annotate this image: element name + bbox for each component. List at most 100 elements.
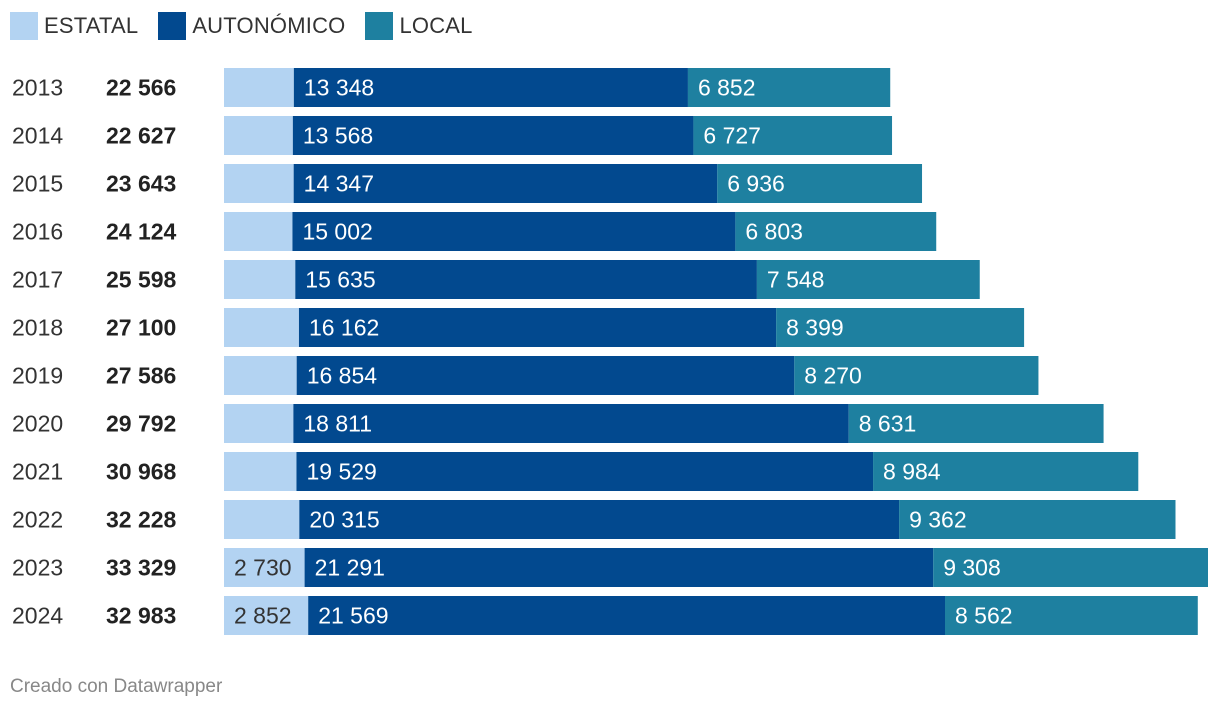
stacked-bar-chart: 2013 22 566 13 348 6 852 2014 22 627 13 568 6 7…	[12, 68, 1208, 635]
legend-item-estatal: ESTATAL	[10, 12, 138, 40]
bar-segment-estatal	[224, 308, 299, 347]
bar-segment-estatal	[224, 68, 294, 107]
bar-segment-autonmico	[293, 68, 688, 107]
bar-row-2016: 2016 24 124 15 002 6 803	[12, 212, 937, 251]
data-label: 13 348	[304, 75, 374, 101]
total-label: 24 124	[106, 219, 177, 245]
total-label: 32 983	[106, 603, 176, 629]
bar-row-2019: 2019 27 586 16 854 8 270	[12, 356, 1039, 395]
bar-segment-estatal	[224, 548, 305, 587]
data-label: 15 002	[302, 219, 372, 245]
bar-segment-local	[794, 356, 1039, 395]
year-label: 2020	[12, 411, 63, 437]
bar-segment-local	[873, 452, 1139, 491]
bar-segment-local	[687, 68, 891, 107]
bar-segment-local	[945, 596, 1198, 635]
total-label: 32 228	[106, 507, 177, 533]
legend-label-local: LOCAL	[399, 13, 473, 38]
year-label: 2014	[12, 123, 63, 149]
data-label: 2 852	[234, 603, 292, 629]
legend-swatch-local	[365, 12, 394, 40]
data-label: 8 631	[859, 411, 917, 437]
legend-label-estatal: ESTATAL	[44, 13, 139, 38]
year-label: 2013	[12, 75, 63, 101]
bar-row-2023: 2023 33 329 2 730 21 291 9 308	[12, 548, 1208, 587]
bar-segment-estatal	[224, 500, 300, 539]
year-label: 2019	[12, 363, 63, 389]
total-label: 30 968	[106, 459, 177, 485]
year-label: 2016	[12, 219, 63, 245]
bar-segment-autonmico	[298, 308, 777, 347]
bar-segment-estatal	[224, 404, 294, 443]
legend-item-local: LOCAL	[365, 12, 472, 40]
bar-segment-autonmico	[295, 260, 757, 299]
bar-segment-local	[717, 164, 923, 203]
bar-segment-local	[735, 212, 937, 251]
data-label: 6 727	[703, 123, 761, 149]
data-label: 13 568	[303, 123, 373, 149]
data-label: 6 803	[745, 219, 803, 245]
data-label: 19 529	[306, 459, 376, 485]
footer-credit: Creado con Datawrapper	[10, 676, 223, 697]
bar-segment-estatal	[224, 116, 293, 155]
bar-segment-local	[756, 260, 980, 299]
data-label: 21 291	[315, 555, 385, 581]
bar-segment-autonmico	[293, 404, 849, 443]
total-label: 33 329	[106, 555, 176, 581]
data-label: 18 811	[303, 411, 372, 437]
legend-item-autonomico: AUTONÓMICO	[158, 12, 345, 40]
bar-segment-local	[693, 116, 893, 155]
legend: ESTATAL AUTONÓMICO LOCAL	[10, 10, 493, 42]
bar-segment-estatal	[224, 260, 296, 299]
data-label: 6 852	[698, 75, 756, 101]
total-label: 23 643	[106, 171, 176, 197]
total-label: 29 792	[106, 411, 176, 437]
year-label: 2023	[12, 555, 63, 581]
data-label: 8 562	[955, 603, 1013, 629]
data-label: 6 936	[727, 171, 785, 197]
data-label: 9 362	[909, 507, 967, 533]
bar-row-2013: 2013 22 566 13 348 6 852	[12, 68, 891, 107]
year-label: 2015	[12, 171, 63, 197]
data-label: 20 315	[309, 507, 379, 533]
data-label: 14 347	[304, 171, 374, 197]
data-label: 8 270	[804, 363, 862, 389]
year-label: 2021	[12, 459, 63, 485]
data-label: 7 548	[767, 267, 825, 293]
bar-segment-local	[848, 404, 1104, 443]
bar-segment-local	[899, 500, 1176, 539]
bar-segment-autonmico	[292, 116, 694, 155]
total-label: 22 566	[106, 75, 176, 101]
data-label: 16 854	[307, 363, 378, 389]
bar-row-2021: 2021 30 968 19 529 8 984	[12, 452, 1139, 491]
bar-row-2024: 2024 32 983 2 852 21 569 8 562	[12, 596, 1198, 635]
bar-row-2022: 2022 32 228 20 315 9 362	[12, 500, 1176, 539]
data-label: 21 569	[318, 603, 388, 629]
bar-segment-estatal	[224, 452, 297, 491]
data-label: 15 635	[305, 267, 375, 293]
bar-segment-autonmico	[304, 548, 934, 587]
bar-row-2014: 2014 22 627 13 568 6 727	[12, 116, 893, 155]
data-label: 16 162	[309, 315, 379, 341]
bar-segment-estatal	[224, 212, 293, 251]
data-label: 8 399	[786, 315, 844, 341]
bar-segment-estatal	[224, 356, 297, 395]
bar-segment-autonmico	[292, 212, 736, 251]
total-label: 27 586	[106, 363, 176, 389]
legend-label-autonomico: AUTONÓMICO	[192, 13, 346, 38]
bar-segment-autonmico	[293, 164, 718, 203]
data-label: 2 730	[234, 555, 292, 581]
data-label: 8 984	[883, 459, 941, 485]
bar-segment-local	[933, 548, 1208, 587]
bar-segment-autonmico	[296, 452, 874, 491]
total-label: 25 598	[106, 267, 177, 293]
total-label: 22 627	[106, 123, 176, 149]
legend-swatch-autonomico	[158, 12, 187, 40]
year-label: 2024	[12, 603, 63, 629]
bar-row-2018: 2018 27 100 16 162 8 399	[12, 308, 1025, 347]
total-label: 27 100	[106, 315, 176, 341]
bar-segment-estatal	[224, 164, 294, 203]
bar-segment-estatal	[224, 596, 309, 635]
bar-segment-autonmico	[308, 596, 946, 635]
year-label: 2018	[12, 315, 63, 341]
